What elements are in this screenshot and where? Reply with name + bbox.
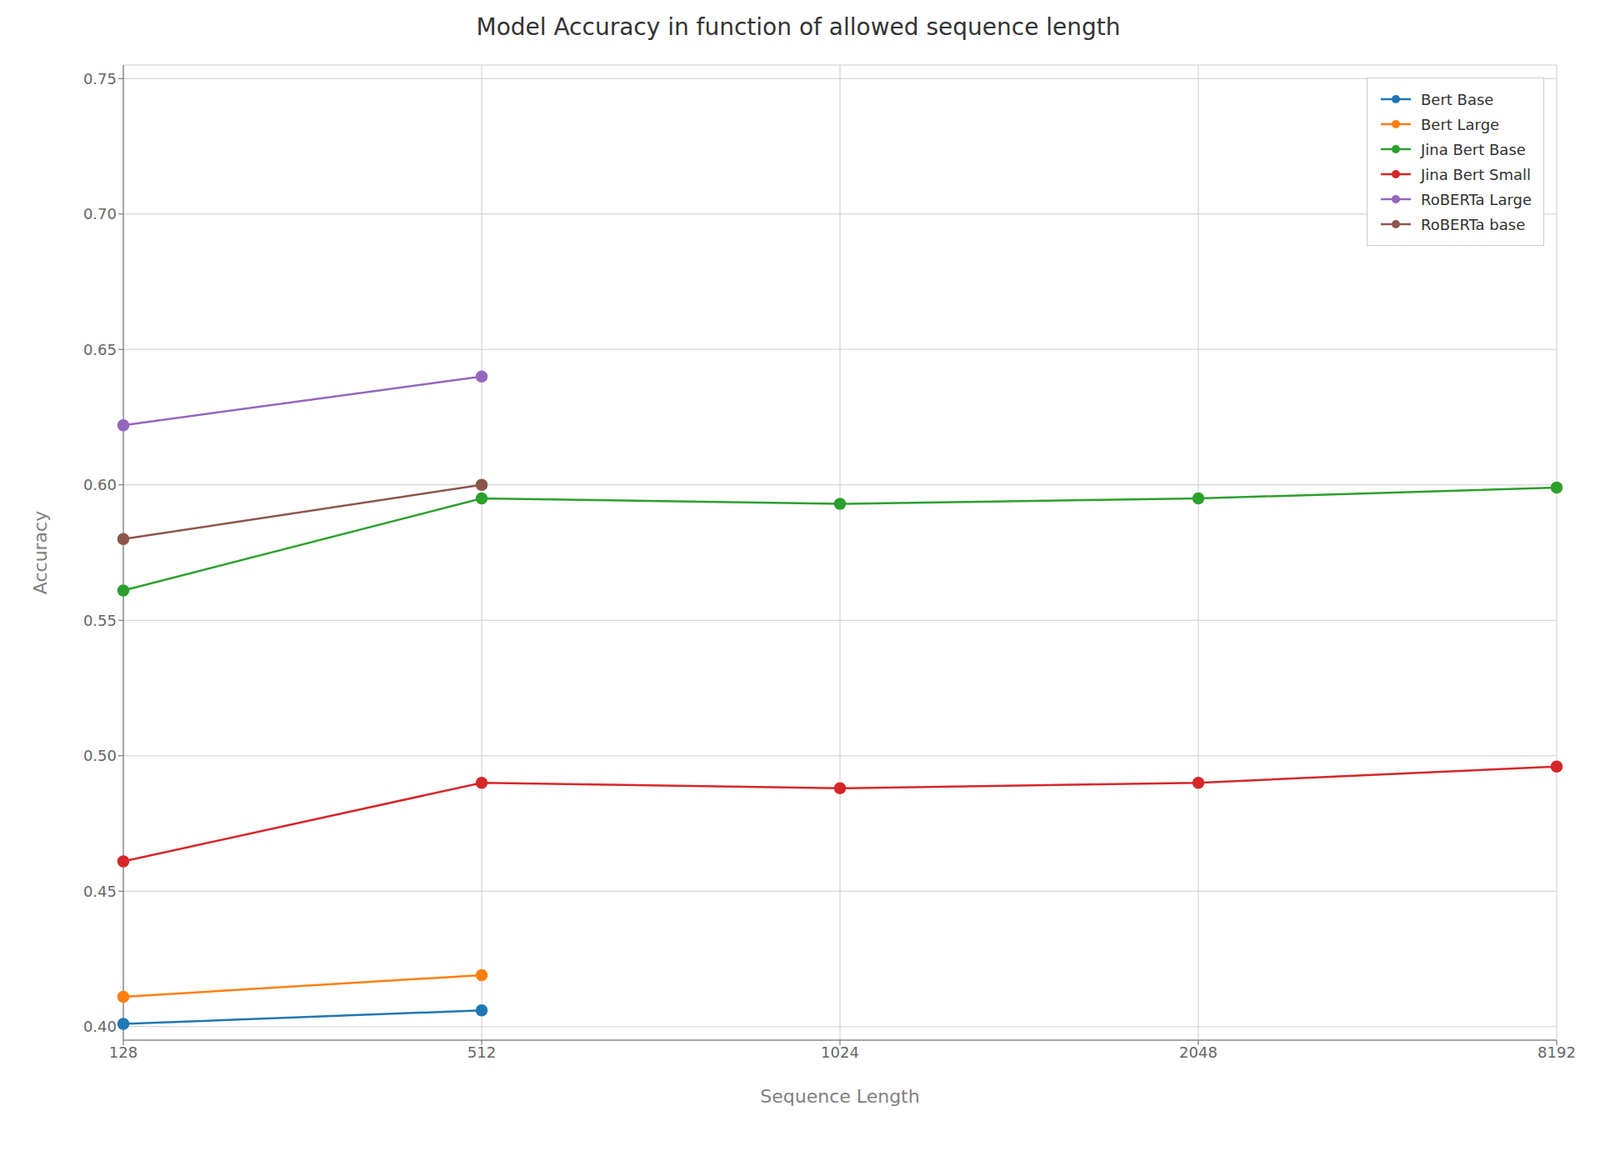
html-text:RoBERTa base: RoBERTa base <box>1420 215 1526 233</box>
svg-text:2048: 2048 <box>1179 1043 1218 1061</box>
svg-text:8192: 8192 <box>1537 1043 1576 1061</box>
svg-text:1024: 1024 <box>820 1043 860 1061</box>
svg-text:0.60: 0.60 <box>83 475 117 494</box>
svg-text:512: 512 <box>467 1043 496 1061</box>
svg-text:128: 128 <box>109 1043 138 1061</box>
svg-text:0.50: 0.50 <box>83 746 117 765</box>
html-text:Bert Large: Bert Large <box>1420 115 1500 133</box>
svg-text:Sequence Length: Sequence Length <box>760 1085 920 1107</box>
svg-text:0.70: 0.70 <box>83 205 117 223</box>
html-text:Bert Base: Bert Base <box>1420 90 1494 108</box>
svg-text:Accuracy: Accuracy <box>30 510 51 595</box>
svg-text:0.45: 0.45 <box>83 882 117 900</box>
html-text:RoBERTa Large: RoBERTa Large <box>1420 190 1532 208</box>
svg-text:0.55: 0.55 <box>83 611 117 630</box>
html-text:Jina Bert Base: Jina Bert Base <box>1420 140 1526 158</box>
svg-text:0.40: 0.40 <box>83 1017 117 1035</box>
svg-text:0.75: 0.75 <box>83 70 117 88</box>
html-text:Jina Bert Small: Jina Bert Small <box>1420 165 1531 183</box>
html-text:Model Accuracy in function of: Model Accuracy in function of allowed se… <box>476 13 1121 41</box>
svg-text:0.65: 0.65 <box>83 340 117 359</box>
